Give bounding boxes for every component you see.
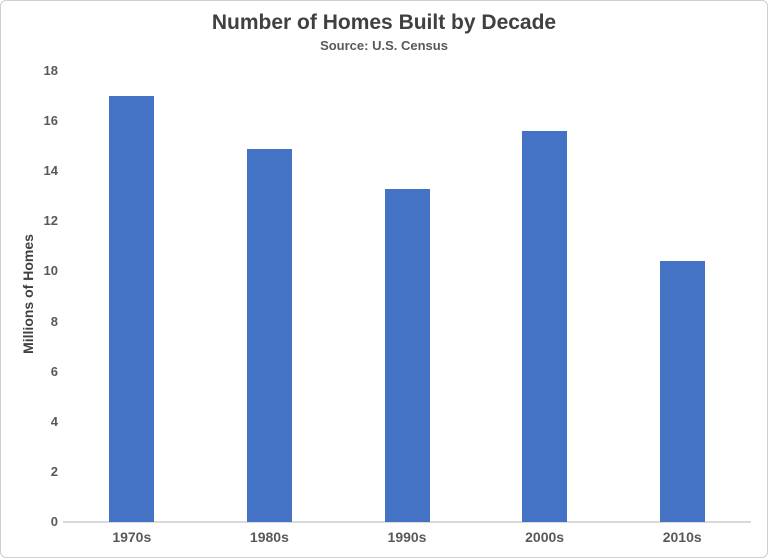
y-axis-tick-label: 8 xyxy=(50,313,58,329)
y-axis-tick-label: 18 xyxy=(43,63,58,78)
bar xyxy=(246,148,292,522)
x-axis-tick-label: 1970s xyxy=(112,529,152,545)
y-axis-tick-label: 12 xyxy=(43,213,58,229)
bar xyxy=(659,261,705,522)
x-axis-tick-label: 1990s xyxy=(387,529,427,545)
x-axis-tick-label: 2000s xyxy=(525,529,565,545)
bar xyxy=(109,96,155,522)
y-axis-tick-label: 14 xyxy=(43,163,58,179)
bar xyxy=(522,131,568,522)
y-axis-tick-label: 0 xyxy=(50,514,58,529)
x-axis-line xyxy=(63,521,751,523)
y-axis-tick-label: 10 xyxy=(43,263,58,279)
x-axis-tick-label: 1980s xyxy=(249,529,289,545)
bar xyxy=(384,188,430,522)
y-axis-tick-label: 16 xyxy=(43,113,58,129)
y-axis-title: Millions of Homes xyxy=(20,234,36,354)
chart-title: Number of Homes Built by Decade xyxy=(211,11,557,34)
chart-subtitle: Source: U.S. Census xyxy=(320,38,448,53)
y-axis-tick-label: 4 xyxy=(50,413,58,429)
y-axis-tick-label: 6 xyxy=(50,363,58,379)
y-axis-tick-label: 2 xyxy=(50,463,58,479)
x-axis-tick-label: 2010s xyxy=(662,529,702,545)
